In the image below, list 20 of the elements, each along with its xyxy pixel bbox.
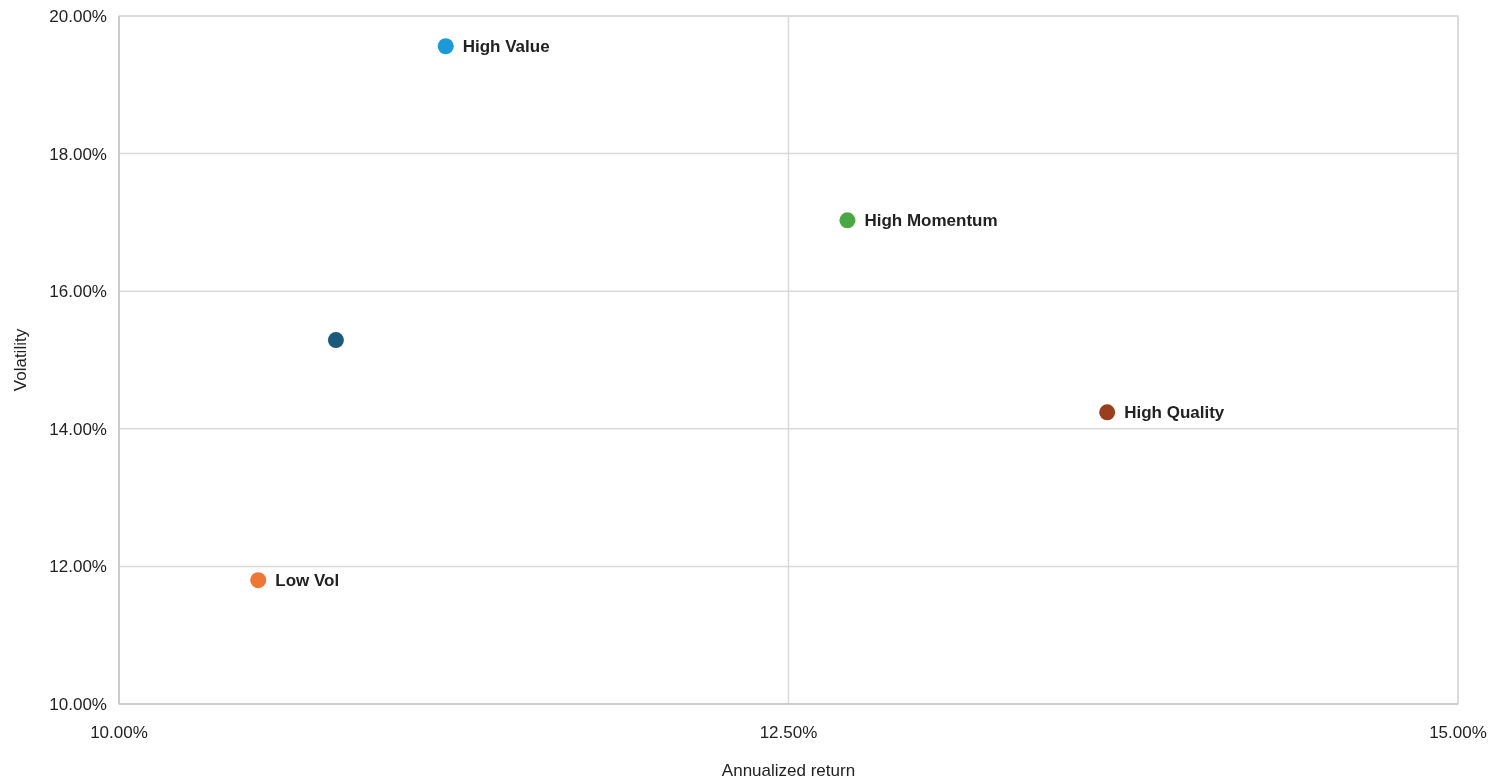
series-label: High Value [462,37,550,57]
point [437,38,454,55]
y-tick-label: 14.00% [49,419,107,439]
point [1099,404,1116,421]
point [839,212,856,229]
point [327,332,344,349]
series-label: High Momentum [864,211,998,231]
series-label: Low Vol [275,571,340,591]
x-axis-title: Annualized return [721,761,856,780]
y-axis-title: Volatility [11,328,30,392]
x-tick-label: 10.00% [90,723,148,742]
x-tick-label: 15.00% [1429,723,1487,742]
x-tick-label: 12.50% [759,723,818,742]
point [250,572,267,589]
y-tick-label: 12.00% [49,557,107,577]
y-tick-label: 18.00% [49,144,107,164]
y-tick-label: 20.00% [49,7,107,26]
series-label: High Quality [1124,403,1225,423]
y-tick-label: 16.00% [49,282,107,302]
y-tick-label: 10.00% [49,695,107,714]
